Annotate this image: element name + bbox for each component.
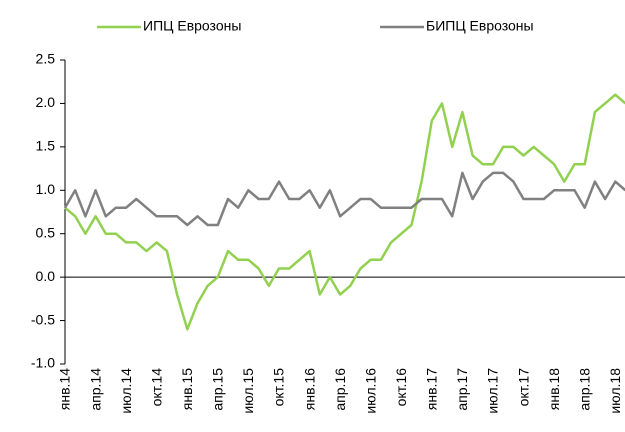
x-tick-label: июл.16: [362, 368, 378, 414]
x-tick-label: янв.15: [179, 368, 195, 410]
x-tick-label: янв.17: [424, 368, 440, 410]
x-tick-label: июл.15: [240, 368, 256, 414]
series-line: [64, 93, 625, 331]
y-tick-label: 2.5: [36, 51, 56, 67]
series-line: [63, 171, 625, 227]
y-tick-label: 2.0: [36, 94, 56, 110]
x-tick-label: апр.18: [576, 368, 592, 411]
x-tick-label: окт.14: [148, 368, 164, 407]
x-tick-label: окт.15: [271, 368, 287, 407]
x-tick-label: окт.17: [515, 368, 531, 407]
legend-label: БИПЦ Еврозоны: [426, 18, 534, 34]
x-tick-label: июл.18: [607, 368, 623, 414]
x-tick-label: апр.16: [332, 368, 348, 411]
y-tick-label: 0.0: [36, 268, 56, 284]
x-tick-label: янв.14: [57, 368, 73, 410]
x-tick-label: апр.17: [454, 368, 470, 411]
y-tick-label: 0.5: [36, 224, 56, 240]
x-tick-label: янв.18: [546, 368, 562, 410]
x-tick-label: окт.16: [393, 368, 409, 407]
y-tick-label: -1.0: [31, 355, 55, 371]
y-tick-label: -0.5: [31, 311, 55, 327]
x-tick-label: апр.14: [87, 368, 103, 411]
x-tick-label: апр.15: [210, 368, 226, 411]
x-tick-label: июл.14: [118, 368, 134, 414]
y-tick-label: 1.5: [36, 138, 56, 154]
x-tick-label: июл.17: [485, 368, 501, 414]
x-tick-label: янв.16: [301, 368, 317, 410]
legend-label: ИПЦ Еврозоны: [143, 18, 241, 34]
y-tick-label: 1.0: [36, 181, 56, 197]
